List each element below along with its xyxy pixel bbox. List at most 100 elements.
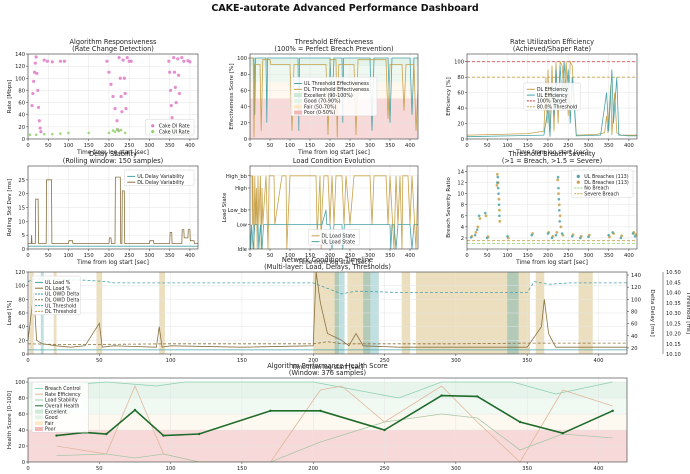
x-axis-label: Time from log start [sec]: [291, 365, 364, 371]
legend-box: [523, 82, 581, 111]
data-point: [105, 432, 108, 436]
legend-label: Good: [45, 415, 58, 421]
legend-label: DL OWD Delta: [45, 298, 79, 304]
data-point: [497, 192, 500, 195]
series-line: [28, 272, 627, 348]
data-point: [119, 128, 123, 132]
legend-label: 80.0% Threshold: [537, 104, 577, 110]
legend-swatch: [294, 104, 303, 109]
chart-title: Delay Stability: [89, 150, 137, 158]
chart-health: Algorithm Performance Health Score(Windo…: [7, 362, 628, 472]
series-line: [56, 384, 613, 462]
legend-box: [124, 169, 195, 186]
data-point: [30, 104, 34, 108]
legend-label: DL Efficiency: [537, 87, 568, 93]
y-tick-label: 60: [457, 91, 464, 97]
y-tick-label: 6: [461, 214, 464, 220]
x-tick-label: 0: [465, 143, 468, 149]
data-point: [269, 409, 272, 412]
y-tick-label: 40: [18, 428, 25, 434]
x-axis-label: Time from log start [sec]: [515, 150, 588, 156]
x-tick-label: 50: [484, 143, 491, 149]
data-point: [35, 71, 39, 76]
legend-label: Good (70-90%): [304, 99, 341, 105]
y-tick-label: Low_bb: [228, 208, 248, 214]
x-tick-label: 100: [166, 358, 176, 364]
legend-swatch: [35, 409, 43, 414]
x-tick-label: 200: [543, 253, 553, 259]
x-tick-label: 350: [165, 253, 175, 259]
y-tick-label: 0: [244, 137, 247, 143]
band: [28, 398, 627, 414]
x-axis-label: Time from log start [sec]: [297, 150, 370, 156]
legend-swatch: [294, 110, 303, 115]
data-point: [167, 59, 171, 63]
legend-label: Cake DI Rate: [159, 124, 190, 130]
data-point: [117, 129, 121, 133]
y-tick-label: 15: [18, 206, 25, 212]
data-point: [319, 409, 322, 412]
data-point: [619, 236, 623, 240]
data-point: [55, 434, 58, 437]
x-tick-label: 350: [165, 143, 175, 149]
y-tick-label: 40: [240, 105, 247, 111]
data-point: [34, 133, 38, 137]
chart-load: Load Condition Evolution 0 50 100 150 200 250 3…: [222, 157, 419, 266]
data-point: [483, 211, 487, 215]
x-tick-label: 50: [96, 466, 103, 472]
legend-label: Excellent: [45, 409, 67, 415]
y-tick-label: 8: [461, 203, 464, 209]
y-tick-label: 20: [240, 121, 247, 127]
x-tick-label: 250: [563, 253, 573, 259]
x-tick-label: 300: [583, 253, 593, 259]
data-point: [111, 129, 115, 132]
y3-tick-label: 10.45: [666, 280, 681, 286]
data-point: [611, 231, 615, 234]
plot-frame: [249, 53, 419, 140]
data-point: [172, 70, 177, 74]
y-tick-label: 0: [22, 352, 25, 358]
data-point: [168, 70, 172, 74]
x-tick-label: 250: [345, 143, 355, 149]
x-tick-label: 350: [604, 143, 614, 149]
data-point: [33, 61, 37, 65]
series-line: [250, 209, 418, 249]
y-tick-label: 0: [22, 460, 25, 466]
y2-tick-label: 140: [631, 273, 641, 279]
y-axis-label: Load [%]: [7, 301, 13, 326]
y2-axis-label: Delta Delay [ms]: [649, 289, 655, 336]
x-tick-label: 350: [385, 253, 395, 259]
legend-label: Overall Health: [45, 404, 79, 410]
x-tick-label: 50: [484, 253, 491, 259]
x-axis-label: Time from log start [sec]: [515, 260, 588, 266]
x-tick-label: 50: [45, 253, 52, 259]
chart-title: Threshold Breach Severity: [508, 150, 596, 158]
data-point: [579, 236, 582, 240]
x-tick-label: 100: [285, 253, 295, 259]
data-point: [36, 88, 40, 93]
data-point: [45, 59, 50, 63]
series-line: [28, 278, 627, 295]
x-tick-label: 0: [26, 466, 29, 472]
chart-title: Network Condition Timeline: [282, 256, 373, 264]
series-line: [250, 175, 418, 249]
x-tick-label: 400: [185, 143, 195, 149]
legend-label: Excellent (90-100%): [304, 93, 353, 99]
x-tick-label: 0: [26, 143, 29, 149]
y2-tick-label: 80: [631, 309, 638, 315]
x-tick-label: 400: [594, 358, 604, 364]
data-point: [123, 91, 127, 96]
legend-label: Rate Efficiency: [45, 392, 81, 398]
series-line: [28, 341, 627, 345]
legend-label: Severe Breach: [584, 192, 619, 198]
data-point: [497, 208, 501, 212]
chart-timeline: Network Condition Timeline(Multi-layer: …: [7, 256, 690, 371]
data-point: [118, 76, 122, 80]
legend-label: UL OWD Delta: [45, 292, 79, 298]
data-point: [182, 59, 186, 63]
series-line: [467, 61, 637, 138]
y-tick-label: 20: [18, 125, 25, 131]
